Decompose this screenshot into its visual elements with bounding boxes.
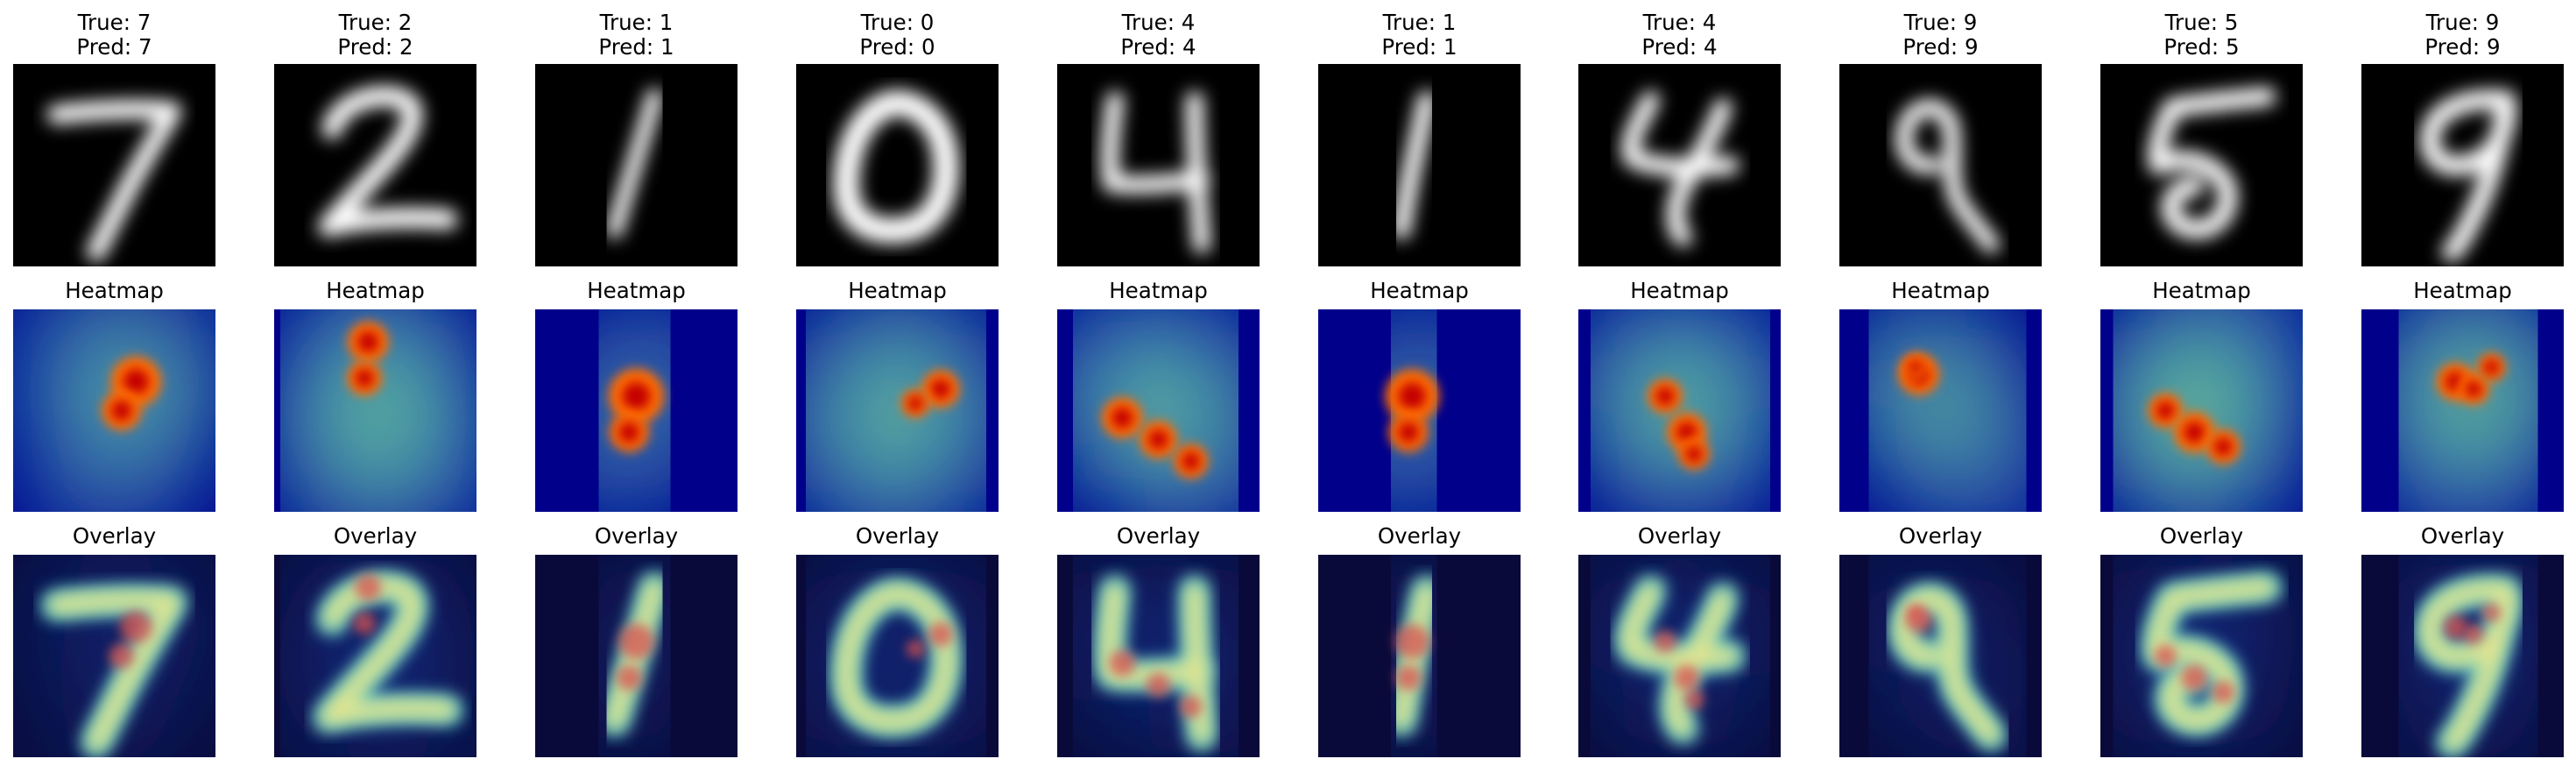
input-image — [1839, 64, 2042, 266]
pred-label: Pred: 1 — [1381, 34, 1457, 60]
heatmap-image — [2361, 309, 2564, 512]
pred-label: Pred: 0 — [859, 34, 935, 60]
overlay-image — [2361, 555, 2564, 757]
pred-label: Pred: 7 — [76, 34, 152, 60]
heatmap-title: Heatmap — [1891, 278, 1990, 303]
digit-stroke — [2420, 89, 2517, 262]
digit-stroke — [1895, 99, 2000, 253]
heatmap-image — [1318, 309, 1521, 512]
digit-stroke — [46, 100, 182, 262]
heatmap-image — [13, 309, 215, 512]
pred-label: Pred: 4 — [1641, 34, 1717, 60]
heatmap-title: Heatmap — [326, 278, 425, 303]
digit-stroke — [833, 89, 960, 245]
true-label: True: 7 — [77, 10, 152, 35]
heatmap-image — [1839, 309, 2042, 512]
overlay-title: Overlay — [73, 523, 156, 549]
heatmap-image — [535, 309, 738, 512]
true-label: True: 1 — [1382, 10, 1457, 35]
overlay-image — [1318, 555, 1521, 757]
pred-label: Pred: 2 — [337, 34, 413, 60]
input-image — [535, 64, 738, 266]
overlay-title: Overlay — [334, 523, 417, 549]
heatmap-image — [2100, 309, 2303, 512]
digit-stroke — [606, 89, 663, 238]
overlay-title: Overlay — [2160, 523, 2243, 549]
heatmap-title: Heatmap — [2413, 278, 2512, 303]
heatmap-title: Heatmap — [1630, 278, 1729, 303]
true-label: True: 0 — [860, 10, 935, 35]
overlay-title: Overlay — [856, 523, 939, 549]
overlay-image — [1057, 555, 1260, 757]
heatmap-image — [274, 309, 476, 512]
input-image — [1578, 64, 1781, 266]
overlay-image — [274, 555, 476, 757]
digit-stroke — [1392, 90, 1436, 240]
overlay-image — [796, 555, 999, 757]
heatmap-title: Heatmap — [848, 278, 947, 303]
true-label: True: 9 — [1903, 10, 1978, 35]
input-image — [2100, 64, 2303, 266]
heatmap-title: Heatmap — [1109, 278, 1208, 303]
pred-label: Pred: 9 — [1902, 34, 1978, 60]
overlay-image — [1839, 555, 2042, 757]
overlay-image — [13, 555, 215, 757]
digit-stroke — [318, 86, 458, 238]
true-label: True: 5 — [2164, 10, 2239, 35]
pred-label: Pred: 4 — [1120, 34, 1196, 60]
heatmap-title: Heatmap — [65, 278, 164, 303]
digit-stroke — [1101, 91, 1210, 254]
overlay-title: Overlay — [1638, 523, 1721, 549]
digit-stroke — [1621, 90, 1740, 247]
input-image — [274, 64, 476, 266]
true-label: True: 4 — [1121, 10, 1196, 35]
overlay-image — [535, 555, 738, 757]
input-image — [2361, 64, 2564, 266]
overlay-title: Overlay — [595, 523, 678, 549]
input-image — [796, 64, 999, 266]
heatmap-title: Heatmap — [2152, 278, 2251, 303]
true-label: True: 1 — [599, 10, 674, 35]
true-label: True: 9 — [2425, 10, 2500, 35]
pred-label: Pred: 9 — [2424, 34, 2500, 60]
overlay-title: Overlay — [2421, 523, 2504, 549]
overlay-title: Overlay — [1117, 523, 1200, 549]
overlay-image — [1578, 555, 1781, 757]
overlay-title: Overlay — [1378, 523, 1461, 549]
digit-stroke — [2148, 87, 2276, 239]
input-image — [1057, 64, 1260, 266]
overlay-title: Overlay — [1899, 523, 1982, 549]
input-image — [1318, 64, 1521, 266]
heatmap-image — [1057, 309, 1260, 512]
pred-label: Pred: 1 — [598, 34, 674, 60]
heatmap-image — [796, 309, 999, 512]
heatmap-title: Heatmap — [587, 278, 686, 303]
pred-label: Pred: 5 — [2163, 34, 2239, 60]
true-label: True: 4 — [1642, 10, 1717, 35]
true-label: True: 2 — [338, 10, 413, 35]
heatmap-image — [1578, 309, 1781, 512]
heatmap-title: Heatmap — [1370, 278, 1469, 303]
overlay-image — [2100, 555, 2303, 757]
input-image — [13, 64, 215, 266]
